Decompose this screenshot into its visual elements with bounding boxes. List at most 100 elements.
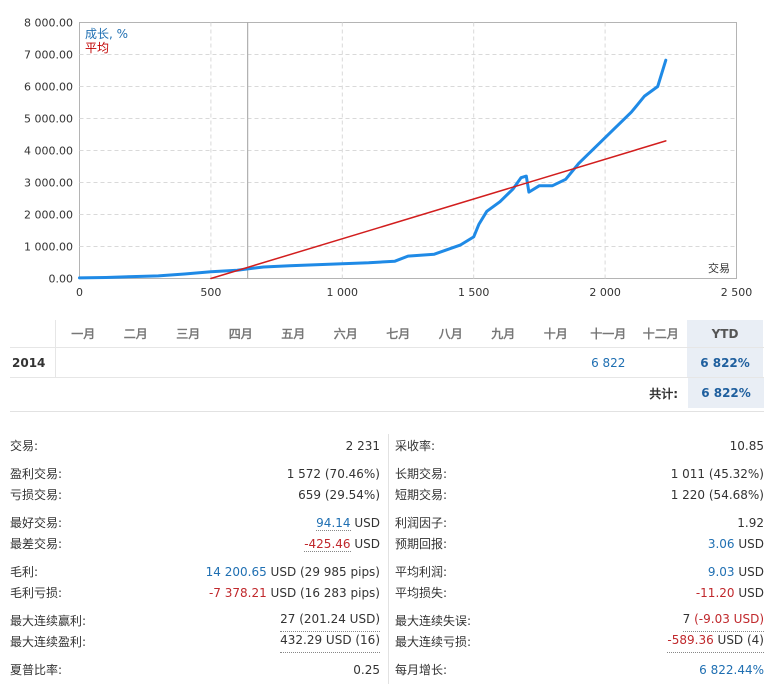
- x-tick-label: 0: [76, 286, 83, 299]
- stat-unit: USD: [350, 516, 380, 530]
- month-header: 二月: [123, 327, 148, 341]
- month-header: 四月: [228, 327, 253, 341]
- stat-avg-loss: 平均损失: -11.20 USD: [395, 583, 764, 604]
- stat-label: 平均损失:: [395, 586, 448, 600]
- legend-average: 平均: [85, 41, 109, 55]
- stat-gross-loss: 毛利亏损: -7 378.21 USD (16 283 pips): [10, 583, 380, 604]
- x-tick-label: 500: [200, 286, 221, 299]
- stat-value: 6 822.44%: [699, 663, 764, 677]
- stat-unit: USD (16 283 pips): [266, 586, 380, 600]
- stat-monthly-growth: 每月增长: 6 822.44%: [395, 660, 764, 681]
- stat-max-consec-losses: 最大连续失误: 7 (-9.03 USD): [395, 611, 764, 632]
- month-header: 十二月: [642, 327, 679, 341]
- stat-unit: USD (29 985 pips): [266, 565, 380, 579]
- max-consec-profit-link[interactable]: 432.29 USD (16): [280, 632, 380, 653]
- y-tick-label: 2 000.00: [24, 209, 73, 222]
- stat-value: 2 231: [345, 439, 380, 453]
- stat-label: 短期交易:: [395, 488, 448, 502]
- stat-value: 10.85: [729, 439, 764, 453]
- stat-sharpe: 夏普比率: 0.25: [10, 660, 380, 681]
- stat-label: 预期回报:: [395, 537, 448, 551]
- legend-growth: 成长, %: [85, 27, 128, 41]
- max-consec-loss-link[interactable]: -589.36 USD (4): [667, 632, 764, 653]
- month-header: 七月: [386, 327, 411, 341]
- stat-label: 长期交易:: [395, 467, 448, 481]
- stat-label: 毛利:: [10, 565, 39, 579]
- y-tick-label: 4 000.00: [24, 145, 73, 158]
- month-header: 五月: [281, 327, 306, 341]
- stat-max-consec-profit: 最大连续盈利: 432.29 USD (16): [10, 632, 380, 653]
- stat-profit-factor: 利润因子: 1.92: [395, 513, 764, 534]
- x-tick-label: 2 000: [589, 286, 621, 299]
- stat-label: 采收率:: [395, 439, 436, 453]
- stat-max-consec-wins: 最大连续赢利: 27 (201.24 USD): [10, 611, 380, 632]
- growth-series-line: [78, 58, 668, 280]
- max-consec-wins-link[interactable]: 27 (201.24 USD): [280, 611, 380, 632]
- stat-label: 夏普比率:: [10, 663, 63, 677]
- x-tick-label: 1 500: [458, 286, 490, 299]
- stat-unit: USD (4): [713, 633, 764, 647]
- month-header: 三月: [176, 327, 201, 341]
- avg-profit-amount: 9.03: [707, 565, 735, 579]
- stat-label: 最大连续赢利:: [10, 614, 87, 628]
- stat-label: 利润因子:: [395, 516, 448, 530]
- y-tick-label: 7 000.00: [24, 49, 73, 62]
- stat-unit: USD: [734, 537, 764, 551]
- stat-label: 最大连续盈利:: [10, 635, 87, 649]
- gross-loss-amount: -7 378.21: [208, 586, 267, 600]
- stat-value: 14 200.65 USD (29 985 pips): [206, 562, 380, 583]
- y-tick-label: 1 000.00: [24, 241, 73, 254]
- year-label: 2014: [12, 355, 46, 370]
- max-consec-losses-link[interactable]: 7 (-9.03 USD): [682, 611, 764, 632]
- stat-value: 1 572 (70.46%): [286, 467, 380, 481]
- stats-right-column: 采收率: 10.85 长期交易: 1 011 (45.32%) 短期交易: 1 …: [395, 436, 764, 681]
- stat-label: 最好交易:: [10, 516, 63, 530]
- stat-label: 毛利亏损:: [10, 586, 63, 600]
- stat-short-trades: 短期交易: 1 220 (54.68%): [395, 485, 764, 506]
- x-tick-label: 2 500: [721, 286, 753, 299]
- stat-value: -11.20 USD: [696, 583, 764, 604]
- expected-payoff-amount: 3.06: [707, 537, 735, 551]
- x-tick-label: 1 000: [327, 286, 359, 299]
- average-series-line: [210, 140, 667, 280]
- stat-gross-profit: 毛利: 14 200.65 USD (29 985 pips): [10, 562, 380, 583]
- stat-value: 1 220 (54.68%): [670, 488, 764, 502]
- best-trade-link[interactable]: 94.14: [316, 516, 351, 531]
- stat-value: 1.92: [737, 516, 764, 530]
- stat-unit: USD: [350, 537, 380, 551]
- stat-expected-payoff: 预期回报: 3.06 USD: [395, 534, 764, 555]
- stat-loss-trades: 亏损交易: 659 (29.54%): [10, 485, 380, 506]
- column-divider: [388, 434, 389, 684]
- stat-label: 最差交易:: [10, 537, 63, 551]
- avg-loss-amount: -11.20: [695, 586, 735, 600]
- month-header: 十月: [543, 327, 568, 341]
- stat-profit-trades: 盈利交易: 1 572 (70.46%): [10, 464, 380, 485]
- stat-label: 盈利交易:: [10, 467, 63, 481]
- gross-profit-amount: 14 200.65: [205, 565, 267, 579]
- stat-value: 0.25: [353, 663, 380, 677]
- stat-value[interactable]: 94.14 USD: [316, 513, 380, 534]
- stat-best-trade: 最好交易: 94.14 USD: [10, 513, 380, 534]
- stat-value[interactable]: -425.46 USD: [304, 534, 380, 555]
- stat-unit: USD: [734, 565, 764, 579]
- stat-value: -7 378.21 USD (16 283 pips): [209, 583, 380, 604]
- stat-trades: 交易: 2 231: [10, 436, 380, 457]
- monthly-header-row: 一月 二月 三月 四月 五月 六月 七月 八月 九月 十月 十一月 十二月 YT…: [10, 320, 764, 348]
- stat-label: 交易:: [10, 439, 39, 453]
- stat-label: 每月增长:: [395, 663, 448, 677]
- y-tick-label: 6 000.00: [24, 81, 73, 94]
- max-consec-losses-count: 7: [682, 612, 691, 626]
- y-tick-label: 8 000.00: [24, 17, 73, 30]
- month-header: 六月: [333, 327, 358, 341]
- worst-trade-link[interactable]: -425.46: [304, 537, 351, 552]
- month-header: 一月: [71, 327, 96, 341]
- section-divider: [10, 411, 764, 412]
- stat-value: 3.06 USD: [708, 534, 764, 555]
- month-value-november[interactable]: 6 822: [591, 355, 626, 370]
- stat-label: 亏损交易:: [10, 488, 63, 502]
- stat-avg-profit: 平均利润: 9.03 USD: [395, 562, 764, 583]
- y-tick-label: 0.00: [49, 273, 74, 286]
- total-value: 6 822%: [688, 378, 764, 408]
- monthly-returns-table: 一月 二月 三月 四月 五月 六月 七月 八月 九月 十月 十一月 十二月 YT…: [10, 320, 764, 408]
- stat-label: 平均利润:: [395, 565, 448, 579]
